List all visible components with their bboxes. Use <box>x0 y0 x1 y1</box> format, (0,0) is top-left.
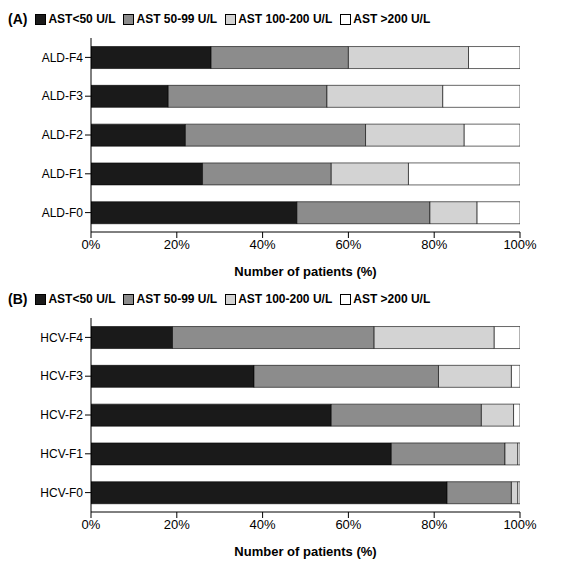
svg-text:80%: 80% <box>421 237 447 252</box>
svg-text:HCV-F3: HCV-F3 <box>40 369 83 383</box>
svg-text:HCV-F0: HCV-F0 <box>40 486 83 500</box>
html-text:AST 50-99 U/L: AST 50-99 U/L <box>136 12 218 26</box>
svg-text:HCV-F4: HCV-F4 <box>40 331 83 345</box>
svg-text:Number of patients (%): Number of patients (%) <box>234 264 376 279</box>
svg-text:HCV-F2: HCV-F2 <box>40 408 83 422</box>
svg-text:ALD-F0: ALD-F0 <box>42 206 84 220</box>
svg-text:20%: 20% <box>164 237 190 252</box>
svg-text:40%: 40% <box>250 517 276 532</box>
html-text:AST >200 U/L: AST >200 U/L <box>353 292 431 306</box>
svg-text:ALD-F1: ALD-F1 <box>42 167 84 181</box>
svg-text:ALD-F4: ALD-F4 <box>42 51 84 65</box>
html-text:AST >200 U/L: AST >200 U/L <box>353 12 431 26</box>
html-text:AST 100-200 U/L: AST 100-200 U/L <box>238 292 333 306</box>
html-text:AST<50 U/L: AST<50 U/L <box>48 12 116 26</box>
html-text:(A): (A) <box>8 11 28 27</box>
svg-text:100%: 100% <box>503 237 537 252</box>
html-text:AST 100-200 U/L: AST 100-200 U/L <box>238 12 333 26</box>
html-text:(B): (B) <box>8 291 28 307</box>
svg-text:40%: 40% <box>250 237 276 252</box>
svg-text:60%: 60% <box>335 237 361 252</box>
svg-text:60%: 60% <box>335 517 361 532</box>
svg-text:100%: 100% <box>503 517 537 532</box>
html-text:AST 50-99 U/L: AST 50-99 U/L <box>136 292 218 306</box>
svg-text:0%: 0% <box>82 517 101 532</box>
svg-text:Number of patients (%): Number of patients (%) <box>234 544 376 559</box>
svg-text:80%: 80% <box>421 517 447 532</box>
svg-text:ALD-F3: ALD-F3 <box>42 89 84 103</box>
svg-text:0%: 0% <box>82 237 101 252</box>
svg-text:HCV-F1: HCV-F1 <box>40 447 83 461</box>
svg-text:20%: 20% <box>164 517 190 532</box>
html-text:AST<50 U/L: AST<50 U/L <box>48 292 116 306</box>
svg-text:ALD-F2: ALD-F2 <box>42 128 84 142</box>
